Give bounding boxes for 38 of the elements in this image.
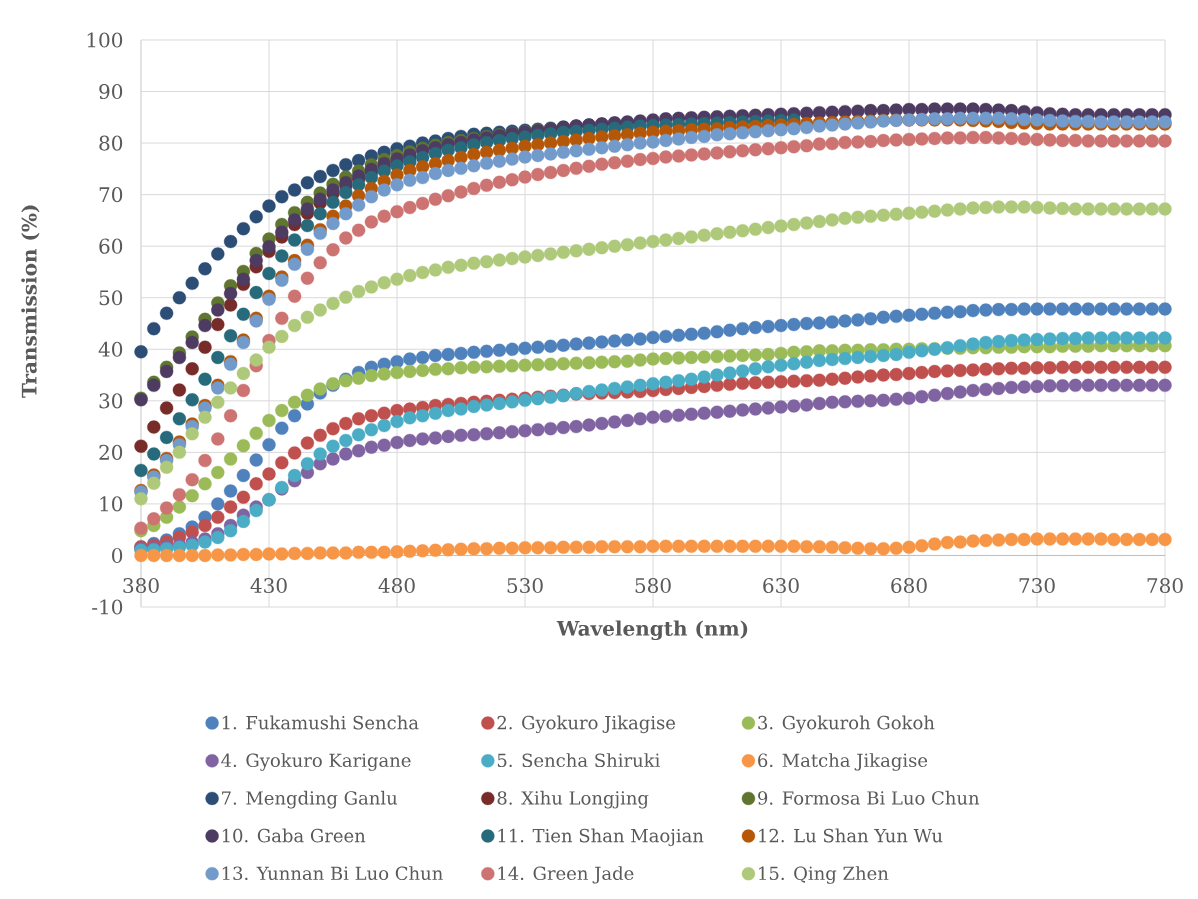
x-tick-label: 480 — [378, 577, 415, 594]
legend-label: 10. Gaba Green — [222, 828, 366, 843]
legend-label: 13. Yunnan Bi Luo Chun — [222, 866, 443, 881]
y-tick-label: 30 — [99, 393, 123, 409]
y-tick-label: 90 — [99, 83, 123, 100]
x-tick-label: 730 — [1019, 577, 1055, 594]
legend-label: 2. Gyokuro Jikagise — [497, 715, 676, 734]
y-tick-label: 80 — [99, 135, 123, 151]
x-tick-label: 780 — [1147, 577, 1183, 594]
y-tick-label: 100 — [87, 32, 123, 48]
legend-label: 12. Lu Shan Yun Wu — [759, 828, 943, 843]
y-tick-label: 40 — [98, 341, 123, 357]
x-axis-title: Wavelength (nm) — [556, 620, 748, 641]
legend-label: 14. Green Jade — [498, 866, 634, 884]
legend-label: 7. Mengding Ganlu — [222, 790, 398, 809]
legend-label: 11. Tien Shan Maojian — [498, 828, 704, 847]
y-axis-title: Transmission (%) — [21, 205, 40, 398]
x-tick-label: 630 — [763, 577, 799, 594]
legend-label: 6. Matcha Jikagise — [758, 753, 928, 771]
y-tick-label: 20 — [99, 444, 123, 460]
legend-label: 9. Formosa Bi Luo Chun — [758, 790, 980, 805]
legend-label: 8. Xihu Longjing — [497, 790, 649, 809]
y-tick-label: 50 — [99, 290, 123, 306]
x-tick-label: 680 — [891, 577, 927, 594]
legend-label: 4. Gyokuro Karigane — [221, 753, 411, 771]
y-tick-label: 60 — [99, 238, 123, 254]
legend-label: 5. Sencha Shiruki — [497, 753, 660, 768]
y-tick-label: -10 — [92, 599, 123, 615]
legend-label: 1. Fukamushi Sencha — [222, 715, 419, 730]
y-tick-label: 0 — [112, 547, 123, 564]
y-tick-label: 10 — [100, 496, 123, 512]
x-tick-label: 580 — [635, 577, 671, 594]
x-tick-label: 430 — [250, 577, 287, 594]
legend-label: 15. Qing Zhen — [759, 866, 889, 884]
y-tick-label: 70 — [99, 187, 123, 203]
x-tick-label: 530 — [507, 577, 543, 594]
x-tick-label: 380 — [123, 577, 159, 594]
legend-label: 3. Gyokuroh Gokoh — [758, 715, 935, 734]
